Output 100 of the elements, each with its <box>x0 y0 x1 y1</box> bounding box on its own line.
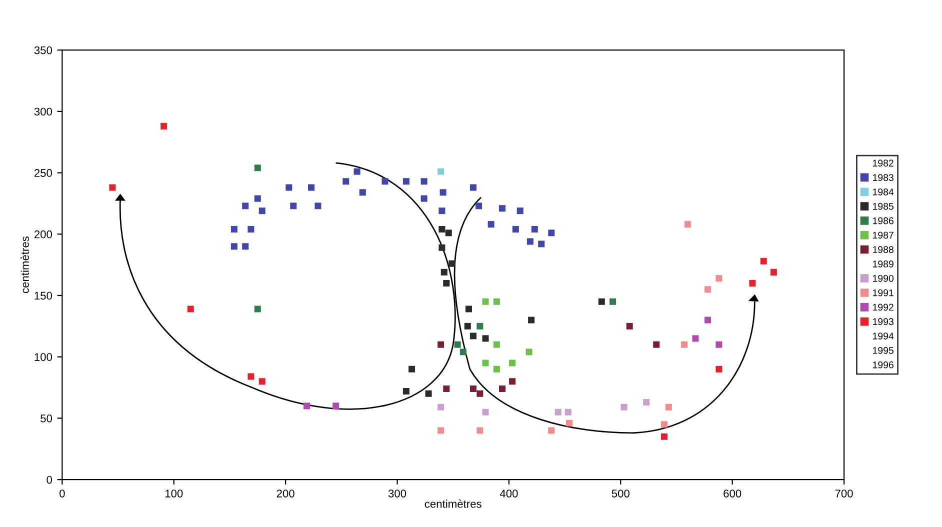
point <box>509 378 516 385</box>
y-axis-title: centimètres <box>20 236 29 294</box>
point <box>438 226 446 232</box>
point <box>230 226 238 232</box>
point <box>438 404 444 410</box>
point <box>248 226 254 232</box>
legend-label: 1992 <box>873 304 894 311</box>
point <box>308 184 315 191</box>
point <box>332 402 340 410</box>
point <box>493 366 500 372</box>
point <box>314 202 322 210</box>
point <box>254 306 261 312</box>
point <box>438 244 446 251</box>
point <box>464 322 471 330</box>
point <box>438 168 444 175</box>
x-axis-title: centimètres <box>424 500 482 508</box>
point <box>528 316 535 324</box>
point <box>476 427 484 434</box>
point <box>160 122 168 130</box>
point <box>653 341 660 348</box>
text: 1982 <box>873 160 894 167</box>
point <box>290 202 297 210</box>
point <box>248 373 254 380</box>
point <box>531 226 538 232</box>
point <box>242 202 249 210</box>
point <box>760 258 767 264</box>
point <box>420 195 428 202</box>
point <box>440 268 448 276</box>
point <box>548 427 555 434</box>
legend-label: 1986 <box>873 217 894 224</box>
legend-label: 1985 <box>873 202 894 210</box>
legend-label: 1993 <box>873 318 894 326</box>
text: 1989 <box>873 260 894 268</box>
point <box>610 298 616 305</box>
point <box>109 184 116 191</box>
text: 1996 <box>873 361 894 368</box>
point <box>460 348 466 356</box>
point <box>438 341 444 348</box>
point <box>548 230 555 236</box>
point <box>454 341 461 348</box>
point <box>498 386 506 392</box>
point <box>402 388 410 394</box>
point <box>692 335 699 342</box>
legend-label: 1988 <box>873 246 894 254</box>
x-tick-label: 600 <box>724 490 742 498</box>
point <box>526 238 534 245</box>
point <box>258 208 266 214</box>
point <box>304 402 310 410</box>
point <box>470 184 476 191</box>
point <box>354 168 360 175</box>
point <box>538 240 545 248</box>
point <box>598 298 605 305</box>
point <box>382 178 388 185</box>
point <box>445 230 452 236</box>
y-tick-label: 150 <box>34 292 52 300</box>
legend-label: 1983 <box>873 174 894 181</box>
point <box>770 268 777 276</box>
point <box>402 178 410 185</box>
point <box>704 316 712 324</box>
point <box>438 427 444 434</box>
y-tick-label: 200 <box>34 230 52 238</box>
y-tick-label: 0 <box>46 476 52 484</box>
point <box>443 280 450 286</box>
point <box>254 195 261 202</box>
point <box>626 322 633 330</box>
point <box>509 360 516 366</box>
point <box>254 164 261 172</box>
point <box>359 189 366 196</box>
point <box>258 378 266 385</box>
point <box>342 178 350 185</box>
point <box>476 202 482 210</box>
text: 1995 <box>873 347 894 354</box>
point <box>482 408 489 416</box>
point <box>470 332 476 340</box>
point <box>476 390 484 397</box>
x-tick-label: 400 <box>500 490 518 498</box>
y-tick-label: 50 <box>40 414 52 422</box>
point <box>684 221 691 228</box>
y-tick-label: 100 <box>34 353 52 361</box>
point <box>660 433 668 440</box>
point <box>470 386 476 392</box>
point <box>716 366 722 372</box>
point <box>438 208 446 214</box>
point <box>716 275 722 282</box>
point <box>482 298 489 305</box>
point <box>660 421 668 428</box>
x-tick-label: 0 <box>60 490 65 498</box>
point <box>643 399 650 406</box>
point <box>420 178 428 185</box>
y-tick-label: 250 <box>34 169 52 177</box>
x-tick-label: 200 <box>276 490 294 498</box>
legend-label: 1987 <box>873 232 894 239</box>
point <box>512 226 519 232</box>
point <box>554 408 562 416</box>
point <box>493 298 500 305</box>
point <box>187 306 194 312</box>
point <box>704 286 712 293</box>
point <box>448 260 456 267</box>
legend-label: 1984 <box>873 188 894 196</box>
y-tick-label: 350 <box>34 46 52 54</box>
